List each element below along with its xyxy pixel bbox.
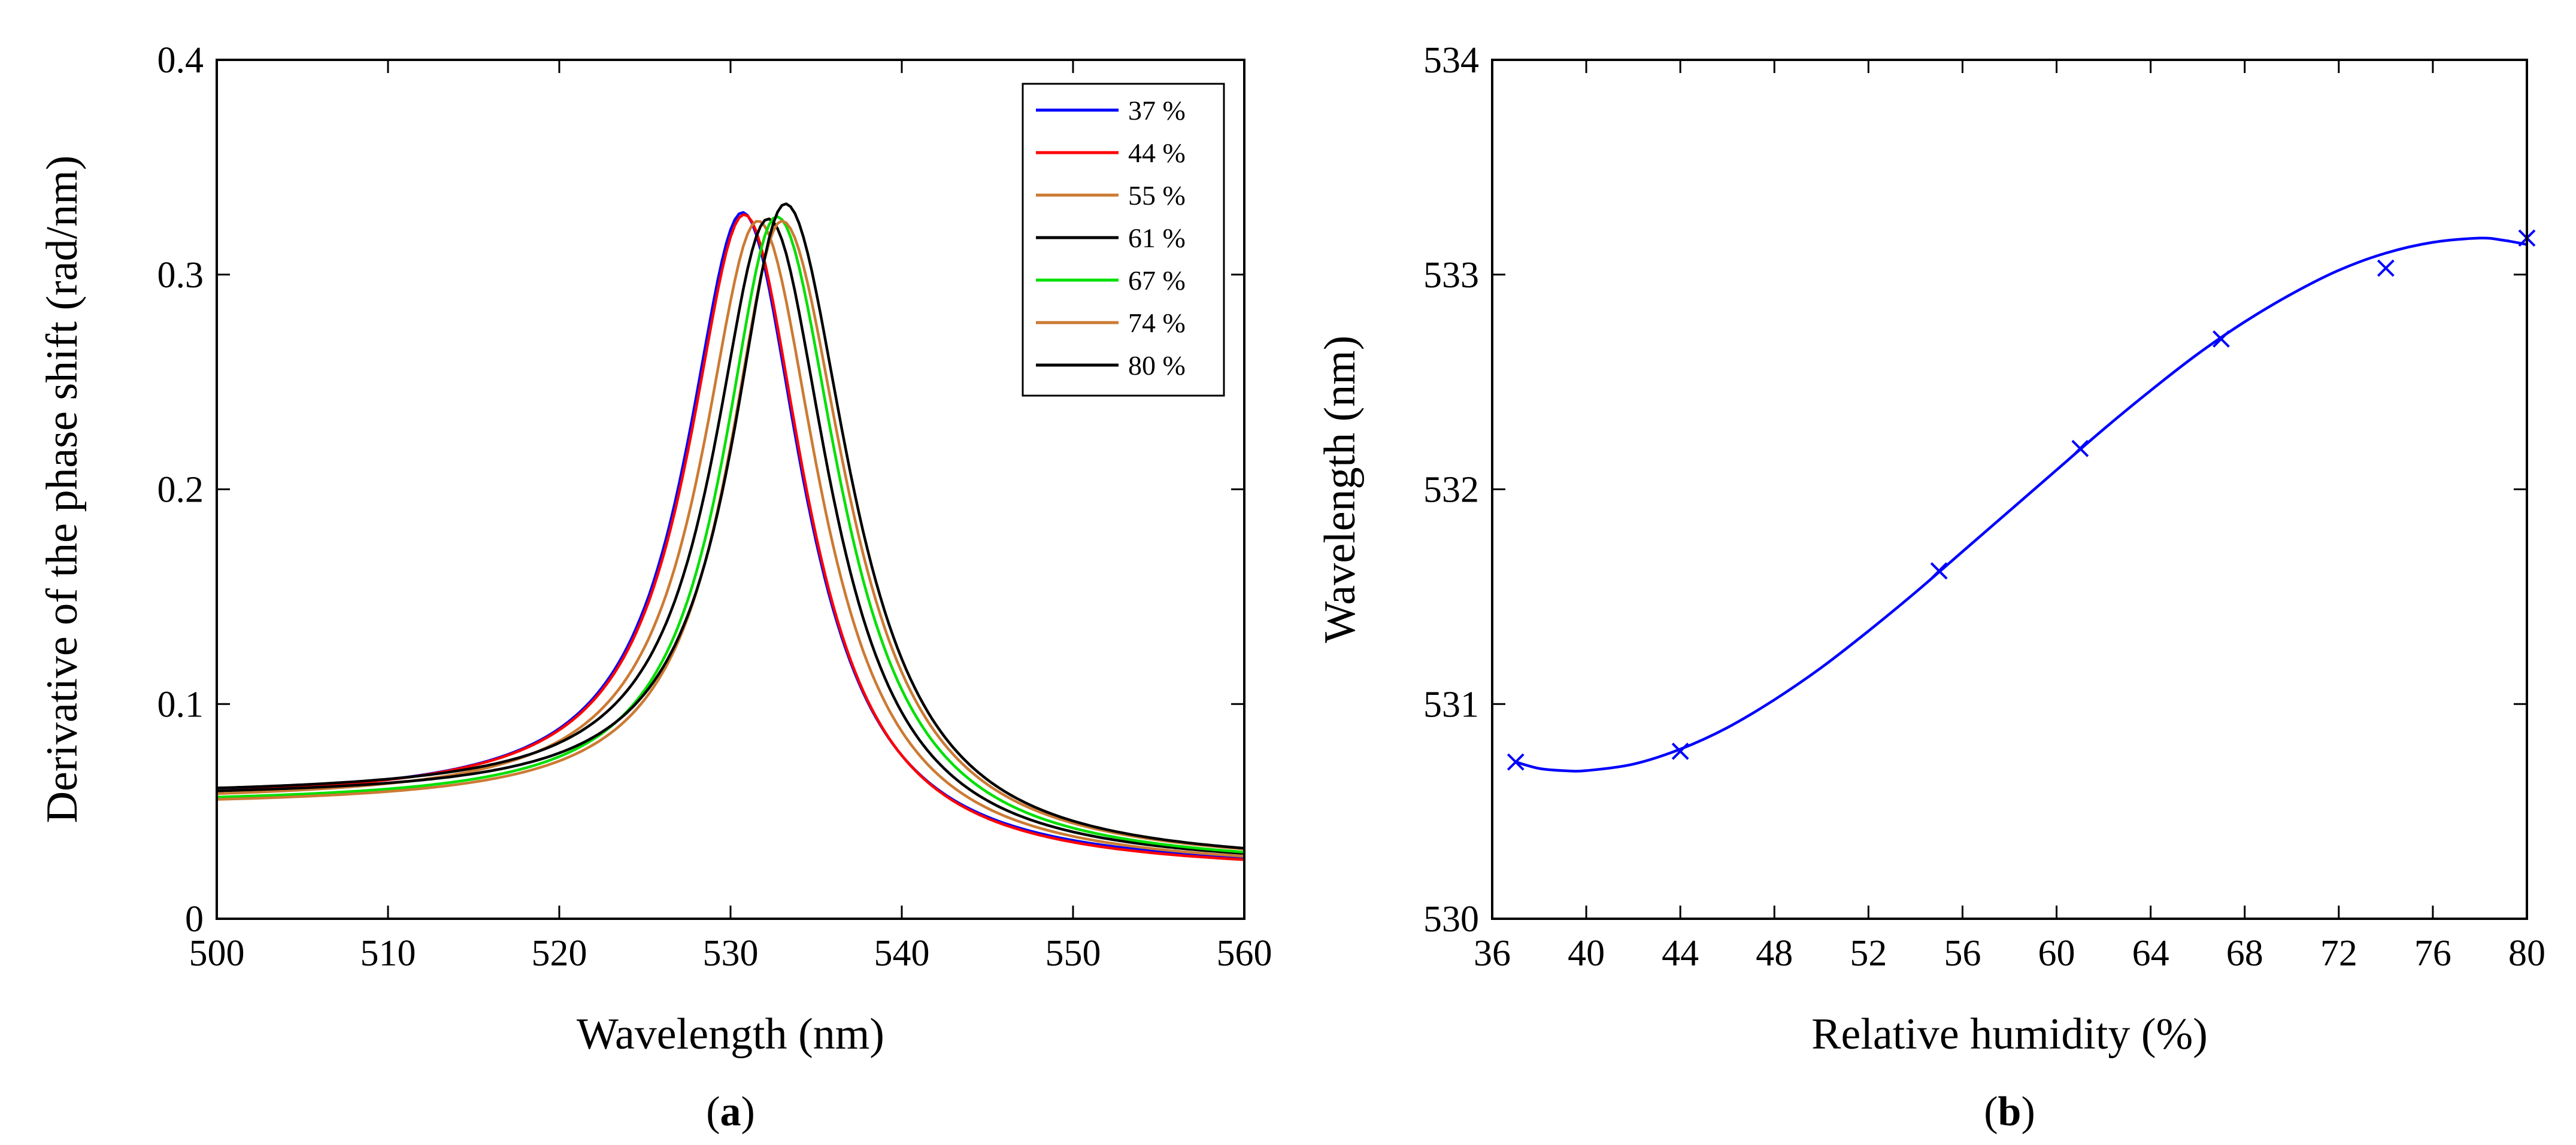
chart-a-legend-label: 67 % <box>1128 265 1186 296</box>
chart-b-x-tick-label: 72 <box>2320 933 2357 974</box>
chart-b-fit-group <box>1515 236 2527 773</box>
chart-a-y-tick-label: 0.2 <box>157 470 204 511</box>
chart-a-series-line <box>216 215 1245 854</box>
chart-b-data-point <box>1671 742 1689 760</box>
chart-a: 500 510 520 530 540 550 560 0 0.1 0.2 0.3 0.4 37 % 4… <box>38 40 1272 1135</box>
chart-a-series-line <box>216 217 1245 855</box>
chart-b-y-tick-label: 534 <box>1423 40 1479 81</box>
chart-a-x-tick-label: 550 <box>1045 933 1101 974</box>
chart-a-legend-label: 61 % <box>1128 223 1186 253</box>
chart-a-y-tick-label: 0 <box>185 899 204 940</box>
chart-b-y-axis-title: Wavelength (nm) <box>1316 336 1365 643</box>
chart-a-y-axis-title: Derivative of the phase shift (rad/nm) <box>38 156 87 824</box>
chart-a-x-tick-label: 560 <box>1217 933 1272 974</box>
chart-b-caption: (b) <box>1984 1089 2035 1135</box>
chart-a-caption: (a) <box>706 1089 755 1135</box>
chart-a-x-tick-label: 520 <box>532 933 587 974</box>
chart-b-x-tick-label: 80 <box>2508 933 2545 974</box>
chart-a-legend-label: 44 % <box>1128 138 1186 168</box>
chart-a-legend-box <box>1022 83 1225 397</box>
chart-b-data-point <box>2213 330 2230 348</box>
chart-b-y-tick-label: 530 <box>1423 899 1479 940</box>
chart-a-x-axis-title: Wavelength (nm) <box>577 1010 884 1059</box>
chart-a-x-tick-label: 530 <box>703 933 759 974</box>
chart-b: 36 40 44 48 52 56 60 64 68 72 76 80530531532533534 … <box>1316 40 2545 1135</box>
chart-b-ticks: 36 40 44 48 52 56 60 64 68 72 76 80 530 531 532 533 534 <box>1423 40 2545 974</box>
chart-a-x-tick-label: 510 <box>360 933 416 974</box>
chart-a-legend: 37 % 44 % 55 % 61 % 67 % 74 % 80 % <box>1022 83 1225 397</box>
chart-b-plot-frame <box>1491 59 2528 920</box>
chart-b-x-tick-label: 76 <box>2414 933 2451 974</box>
chart-b-data-point <box>1930 562 1948 580</box>
chart-a-y-tick-label: 0.1 <box>157 684 204 725</box>
chart-a-y-tick-label: 0.4 <box>157 40 204 81</box>
chart-b-x-axis-title: Relative humidity (%) <box>1811 1010 2208 1059</box>
chart-a-series-group <box>216 202 1245 861</box>
chart-a-legend-label: 80 % <box>1128 350 1186 381</box>
chart-b-fit-curve <box>1515 236 2527 773</box>
chart-a-x-tick-label: 500 <box>189 933 245 974</box>
chart-b-y-tick-label: 531 <box>1423 684 1479 725</box>
chart-b-x-tick-label: 56 <box>1944 933 1981 974</box>
chart-b-y-tick-label: 533 <box>1423 255 1479 296</box>
chart-b-x-tick-label: 52 <box>1850 933 1887 974</box>
chart-a-legend-label: 74 % <box>1128 308 1186 338</box>
chart-b-x-tick-label: 68 <box>2226 933 2263 974</box>
chart-a-legend-label: 55 % <box>1128 180 1186 211</box>
chart-a-series-line <box>216 202 1245 850</box>
chart-b-x-tick-label: 40 <box>1568 933 1605 974</box>
chart-b-data-point <box>1507 753 1525 771</box>
chart-b-x-tick-label: 48 <box>1756 933 1793 974</box>
chart-b-x-tick-label: 60 <box>2038 933 2075 974</box>
chart-b-data-point <box>2377 259 2395 277</box>
chart-b-x-tick-label: 44 <box>1662 933 1699 974</box>
chart-b-x-tick-label: 64 <box>2132 933 2169 974</box>
chart-a-ticks: 500 510 520 530 540 550 560 0 0.1 0.2 0.3 0.4 <box>157 40 1272 974</box>
chart-b-x-tick-label: 36 <box>1474 933 1511 974</box>
chart-a-legend-label: 37 % <box>1128 95 1186 126</box>
chart-b-data-point <box>2071 439 2089 457</box>
chart-a-x-tick-label: 540 <box>874 933 930 974</box>
chart-b-y-tick-label: 532 <box>1423 470 1479 511</box>
chart-a-y-tick-label: 0.3 <box>157 255 204 296</box>
